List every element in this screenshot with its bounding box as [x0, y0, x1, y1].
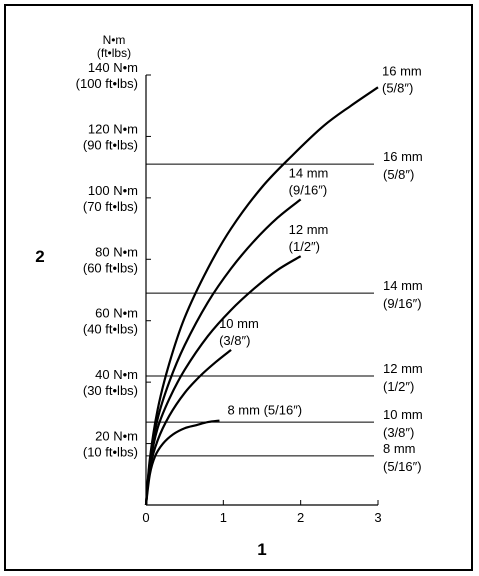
threshold-label-8-mm-5-16: (5/16″) — [383, 459, 422, 474]
series-label-12-mm-1-2: 12 mm — [289, 222, 329, 237]
y-unit-label-ftlbs: (ft•lbs) — [97, 46, 131, 60]
y-tick-label-ftlbs: (100 ft•lbs) — [76, 76, 138, 91]
x-ticks: 0 1 2 3 — [142, 500, 382, 525]
x-axis-title: 1 — [257, 540, 266, 559]
threshold-label-8-mm-5-16: 8 mm — [383, 441, 416, 456]
chart-frame — [4, 4, 473, 571]
y-tick-label-nm: 120 N•m — [88, 121, 138, 136]
series-lines: 8 mm (5/16″) 10 mm (3/8″) 12 mm (1/2″) 14 mm (… — [144, 63, 422, 506]
series-label-8-mm-5-16: 8 mm (5/16″) — [227, 403, 302, 418]
threshold-lines: 8 mm (5/16″) 10 mm (3/8″) 12 mm (1/2″) 14 mm (9… — [146, 149, 423, 474]
y-tick-label-ftlbs: (10 ft•lbs) — [83, 445, 138, 460]
y-tick-label-nm: 100 N•m — [88, 183, 138, 198]
y-tick-label-nm: 140 N•m — [88, 60, 138, 75]
series-label-16-mm-5-8: 16 mm — [382, 63, 422, 78]
threshold-label-12-mm-1-2: (1/2″) — [383, 379, 414, 394]
series-label-14-mm-9-16: 14 mm — [289, 165, 329, 180]
y-tick-label-ftlbs: (30 ft•lbs) — [83, 383, 138, 398]
axes — [145, 75, 378, 506]
y-tick-label-nm: 20 N•m — [95, 429, 138, 444]
x-tick-label: 0 — [142, 510, 149, 525]
series-curve-8-mm-5-16 — [144, 419, 220, 506]
threshold-label-12-mm-1-2: 12 mm — [383, 361, 423, 376]
threshold-label-10-mm-3-8: 10 mm — [383, 407, 423, 422]
threshold-label-16-mm-5-8: 16 mm — [383, 149, 423, 164]
series-label-10-mm-3-8: (3/8″) — [219, 333, 250, 348]
x-tick-label: 1 — [220, 510, 227, 525]
y-tick-label-ftlbs: (90 ft•lbs) — [83, 137, 138, 152]
y-tick-label-nm: 40 N•m — [95, 367, 138, 382]
y-ticks: 20 N•m(10 ft•lbs) 40 N•m(30 ft•lbs) 60 N•m… — [76, 60, 151, 460]
y-tick-label-ftlbs: (40 ft•lbs) — [83, 322, 138, 337]
threshold-label-10-mm-3-8: (3/8″) — [383, 425, 414, 440]
series-label-16-mm-5-8: (5/8″) — [382, 80, 413, 95]
y-tick-label-nm: 60 N•m — [95, 306, 138, 321]
series-label-14-mm-9-16: (9/16″) — [289, 182, 328, 197]
y-tick-label-nm: 80 N•m — [95, 244, 138, 259]
x-tick-label: 2 — [297, 510, 304, 525]
threshold-label-14-mm-9-16: 14 mm — [383, 278, 423, 293]
threshold-label-16-mm-5-8: (5/8″) — [383, 167, 414, 182]
series-curve-14-mm-9-16 — [144, 198, 302, 506]
y-tick-label-ftlbs: (60 ft•lbs) — [83, 260, 138, 275]
series-label-12-mm-1-2: (1/2″) — [289, 239, 320, 254]
series-label-10-mm-3-8: 10 mm — [219, 316, 259, 331]
series-curve-16-mm-5-8 — [144, 86, 379, 506]
threshold-label-14-mm-9-16: (9/16″) — [383, 296, 422, 311]
y-tick-label-ftlbs: (70 ft•lbs) — [83, 199, 138, 214]
x-tick-label: 3 — [374, 510, 381, 525]
y-unit-label-nm: N•m — [103, 33, 126, 47]
y-axis-title: 2 — [35, 247, 44, 266]
